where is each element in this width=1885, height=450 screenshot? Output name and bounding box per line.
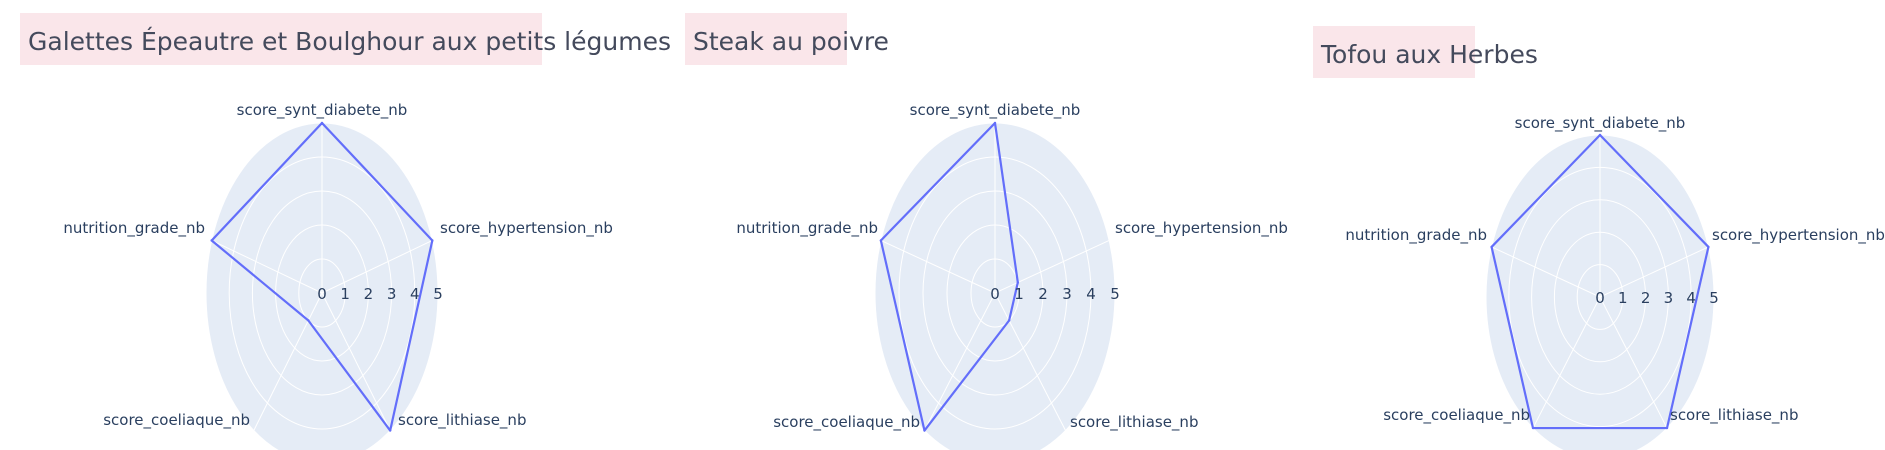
data-point bbox=[993, 121, 997, 125]
radial-tick-label: 3 bbox=[1664, 289, 1674, 307]
radial-tick-label: 5 bbox=[433, 285, 443, 303]
radar-plot: 0 1 2 3 4 5 score_synt_diabete_nb score_hyperte… bbox=[63, 101, 613, 450]
grid-spoke bbox=[1599, 296, 1668, 429]
data-point bbox=[1490, 245, 1493, 249]
grid-spoke bbox=[321, 292, 391, 431]
radial-tick-label: 5 bbox=[1709, 289, 1719, 307]
axis-label: score_hypertension_nb bbox=[1115, 219, 1288, 238]
radial-tick-label: 2 bbox=[1038, 285, 1048, 303]
data-series-line bbox=[210, 121, 434, 432]
axis-label: score_synt_diabete_nb bbox=[1515, 114, 1686, 133]
axis-label: nutrition_grade_nb bbox=[1345, 226, 1487, 245]
data-point bbox=[388, 429, 392, 432]
radial-tick-label: 4 bbox=[1686, 289, 1696, 307]
radar-plot: 0 1 2 3 4 5 score_synt_diabete_nb score_hyperte… bbox=[736, 101, 1288, 450]
grid-spoke bbox=[1491, 246, 1601, 298]
data-point bbox=[1007, 319, 1011, 322]
axis-label: score_lithiase_nb bbox=[1670, 406, 1798, 425]
radial-tick-label: 1 bbox=[1014, 285, 1024, 303]
grid-spoke bbox=[880, 240, 996, 294]
axis-label: score_hypertension_nb bbox=[440, 219, 613, 238]
grid-spoke bbox=[994, 240, 1110, 294]
radial-tick-label: 5 bbox=[1110, 285, 1120, 303]
radial-tick-label: 1 bbox=[340, 285, 350, 303]
axis-label: score_coeliaque_nb bbox=[103, 411, 250, 430]
radial-tick-label: 4 bbox=[410, 285, 420, 303]
axis-label: score_coeliaque_nb bbox=[1383, 406, 1530, 425]
data-point bbox=[1531, 426, 1535, 430]
grid-spoke bbox=[994, 292, 1066, 431]
axis-label: score_hypertension_nb bbox=[1712, 226, 1885, 245]
axis-label: nutrition_grade_nb bbox=[736, 219, 878, 238]
axis-label: score_synt_diabete_nb bbox=[237, 101, 408, 120]
data-point bbox=[1707, 245, 1710, 249]
grid-spoke bbox=[1532, 296, 1601, 429]
axis-label: score_coeliaque_nb bbox=[773, 413, 920, 432]
data-point bbox=[431, 239, 434, 242]
grid-spoke bbox=[253, 292, 323, 431]
data-point bbox=[320, 121, 324, 125]
axis-label: nutrition_grade_nb bbox=[63, 219, 205, 238]
radial-tick-label: 1 bbox=[1618, 289, 1628, 307]
data-point bbox=[879, 239, 883, 242]
grid-spoke bbox=[321, 240, 433, 294]
data-series-line bbox=[879, 121, 1019, 432]
radial-tick-label: 2 bbox=[364, 285, 374, 303]
axis-label: score_lithiase_nb bbox=[1070, 413, 1198, 432]
grid-spoke bbox=[924, 292, 996, 431]
data-point bbox=[923, 429, 926, 432]
radial-tick-label: 0 bbox=[990, 285, 1000, 303]
grid-spoke bbox=[1599, 246, 1709, 298]
radial-tick-label: 3 bbox=[1062, 285, 1072, 303]
data-point bbox=[307, 319, 310, 322]
data-series-line bbox=[1490, 133, 1710, 430]
radial-tick-label: 4 bbox=[1086, 285, 1096, 303]
data-point bbox=[1665, 426, 1669, 430]
data-point bbox=[1598, 133, 1602, 137]
data-point bbox=[210, 239, 213, 242]
radar-chart-steak: Steak au poivre 0 1 2 3 4 5 score_synt_diabete… bbox=[685, 13, 1288, 450]
radial-tick-label: 0 bbox=[317, 285, 327, 303]
radar-chart-galettes: Galettes Épeautre et Boulghour aux petit… bbox=[0, 0, 671, 450]
data-point bbox=[1016, 281, 1020, 284]
axis-label: score_lithiase_nb bbox=[398, 411, 526, 430]
radial-tick-label: 0 bbox=[1595, 289, 1605, 307]
grid-spoke bbox=[211, 240, 323, 294]
radial-tick-label: 3 bbox=[387, 285, 397, 303]
axis-label: score_synt_diabete_nb bbox=[910, 101, 1081, 120]
radial-tick-label: 2 bbox=[1641, 289, 1651, 307]
